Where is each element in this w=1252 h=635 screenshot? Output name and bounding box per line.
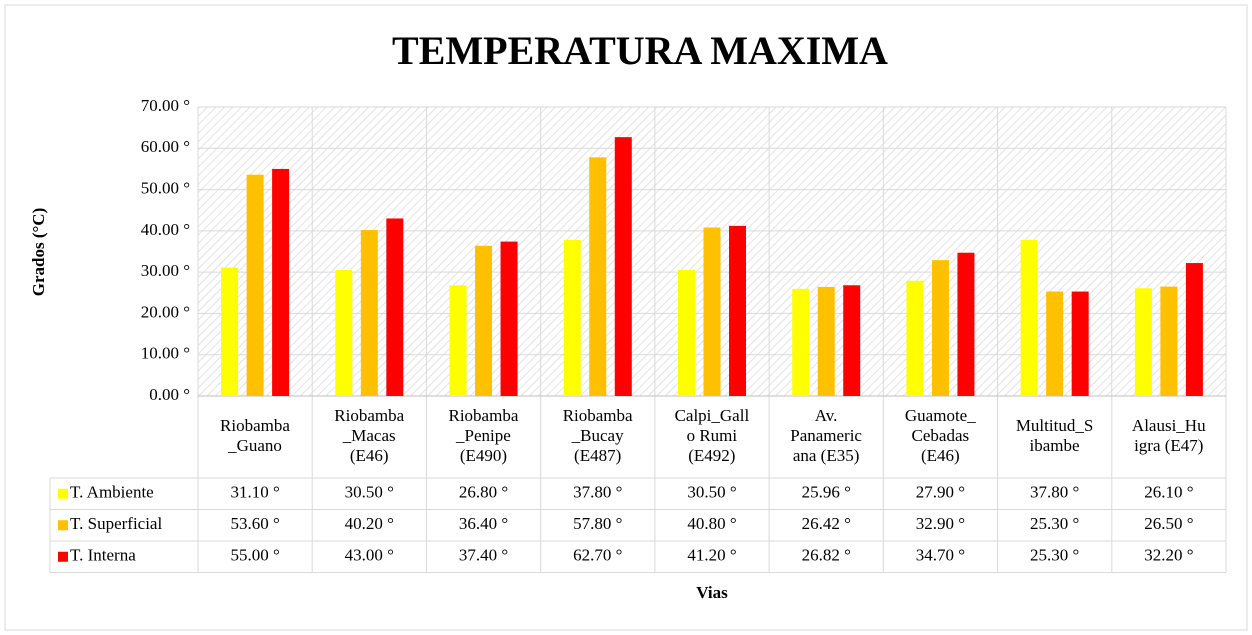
x-tick-label-box: Multitud_S ibambe <box>1015 416 1094 455</box>
table-value: 26.82 ° <box>802 546 851 565</box>
y-tick-label: 50.00 ° <box>141 178 190 197</box>
x-tick-label: Multitud_S ibambe <box>1015 416 1094 455</box>
x-tick-label-box: Riobamba _Macas (E46) <box>334 406 405 465</box>
bar <box>729 225 746 396</box>
bar <box>843 285 861 396</box>
y-tick-label: 30.00 ° <box>141 261 190 280</box>
table-value: 30.50 ° <box>687 483 736 502</box>
x-tick-label-box: Alausi_Hu igra (E47) <box>1131 416 1206 455</box>
legend-key <box>58 520 68 531</box>
table-value: 26.80 ° <box>459 483 508 502</box>
bar <box>906 280 924 396</box>
table-value: 37.40 ° <box>459 546 508 565</box>
legend-label: T. Interna <box>70 546 136 565</box>
bar <box>589 157 607 396</box>
bar <box>563 239 581 396</box>
legend-label: T. Superficial <box>70 514 162 533</box>
x-tick-label: Riobamba _Penipe (E490) <box>448 406 519 465</box>
y-tick-label: 20.00 ° <box>141 302 190 321</box>
table-value: 40.20 ° <box>345 514 394 533</box>
x-tick-label-box: Guamote_ Cebadas (E46) <box>904 406 976 465</box>
table-value: 32.90 ° <box>916 514 965 533</box>
bar <box>386 218 404 396</box>
table-value: 36.40 ° <box>459 514 508 533</box>
y-axis-title: Grados (°C) <box>29 208 48 297</box>
bar <box>475 245 493 396</box>
y-tick-label: 70.00 ° <box>141 96 190 115</box>
bar <box>957 252 975 396</box>
table-value: 57.80 ° <box>573 514 622 533</box>
table-value: 43.00 ° <box>345 546 394 565</box>
x-axis-title: Vias <box>696 583 728 602</box>
table-value: 62.70 ° <box>573 546 622 565</box>
bar <box>1134 288 1152 396</box>
bar <box>1160 286 1178 396</box>
bar <box>360 230 378 396</box>
bar <box>221 267 239 396</box>
bar <box>272 168 290 396</box>
table-value: 37.80 ° <box>573 483 622 502</box>
bar <box>931 260 949 396</box>
x-tick-label: Av. Panameric ana (E35) <box>790 406 862 465</box>
table-value: 55.00 ° <box>230 546 279 565</box>
legend-label: T. Ambiente <box>70 483 154 502</box>
y-tick-label: 0.00 ° <box>149 385 190 404</box>
table-value: 31.10 ° <box>230 483 279 502</box>
x-tick-label: Calpi_Gall o Rumi (E492) <box>674 406 750 465</box>
x-tick-label: Alausi_Hu igra (E47) <box>1131 416 1206 455</box>
chart-title: TEMPERATURA MAXIMA <box>392 28 888 73</box>
table-value: 25.30 ° <box>1030 514 1079 533</box>
table-value: 32.20 ° <box>1144 546 1193 565</box>
x-tick-label: Riobamba _Bucay (E487) <box>562 406 633 465</box>
table-value: 34.70 ° <box>916 546 965 565</box>
x-tick-label-box: Calpi_Gall o Rumi (E492) <box>674 406 750 465</box>
table-value: 40.80 ° <box>687 514 736 533</box>
bar <box>817 286 835 396</box>
bar <box>246 174 264 396</box>
y-tick-label: 10.00 ° <box>141 344 190 363</box>
bar <box>614 137 632 397</box>
table-value: 27.90 ° <box>916 483 965 502</box>
bar <box>1020 239 1038 396</box>
x-tick-label: Riobamba _Guano <box>220 416 290 455</box>
x-tick-label-box: Riobamba _Bucay (E487) <box>562 406 633 465</box>
table-value: 26.10 ° <box>1144 483 1193 502</box>
bar <box>1046 291 1064 396</box>
bar <box>678 270 695 396</box>
y-tick-label: 40.00 ° <box>141 220 190 239</box>
table-value: 41.20 ° <box>687 546 736 565</box>
x-tick-label-box: Riobamba _Guano <box>220 416 290 455</box>
table-value: 37.80 ° <box>1030 483 1079 502</box>
x-tick-label: Guamote_ Cebadas (E46) <box>904 406 976 465</box>
bar <box>703 227 721 396</box>
x-tick-label-box: Av. Panameric ana (E35) <box>790 406 862 465</box>
table-value: 26.50 ° <box>1144 514 1193 533</box>
bar <box>335 270 353 396</box>
table-value: 25.96 ° <box>802 483 851 502</box>
legend-key <box>58 488 68 499</box>
table-value: 30.50 ° <box>345 483 394 502</box>
bar <box>1071 291 1089 396</box>
bar <box>500 241 518 396</box>
table-value: 53.60 ° <box>230 514 279 533</box>
bar <box>792 288 810 396</box>
table-value: 25.30 ° <box>1030 546 1079 565</box>
bar <box>449 285 467 396</box>
bar <box>1185 263 1203 396</box>
x-tick-label-box: Riobamba _Penipe (E490) <box>448 406 519 465</box>
legend-key <box>58 551 68 562</box>
y-tick-label: 60.00 ° <box>141 137 190 156</box>
table-value: 26.42 ° <box>802 514 851 533</box>
x-tick-label: Riobamba _Macas (E46) <box>334 406 405 465</box>
